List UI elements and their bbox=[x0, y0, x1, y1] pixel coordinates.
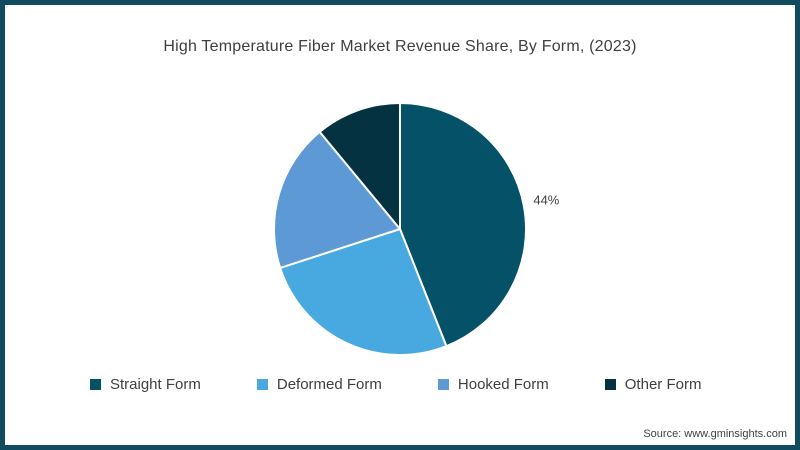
pie-chart-svg: 44% bbox=[273, 102, 560, 356]
legend-swatch-icon bbox=[604, 379, 616, 390]
pie-slice-straight-form bbox=[399, 102, 527, 348]
legend-item-hooked-form: Hooked Form bbox=[437, 376, 549, 393]
legend-label: Hooked Form bbox=[457, 376, 549, 393]
legend: Straight Form Deformed Form Hooked Form … bbox=[90, 376, 701, 393]
chart-frame: High Temperature Fiber Market Revenue Sh… bbox=[5, 5, 795, 445]
pie-slice-data-label: 44% bbox=[533, 193, 559, 208]
legend-swatch-icon bbox=[437, 379, 449, 390]
pie-slice-deformed-form bbox=[279, 228, 448, 356]
legend-label: Other Form bbox=[624, 376, 702, 393]
pie-slice-other-form bbox=[318, 102, 401, 230]
legend-item-deformed-form: Deformed Form bbox=[256, 376, 382, 393]
legend-swatch-icon bbox=[90, 379, 101, 390]
pie-slice-hooked-form bbox=[273, 130, 401, 269]
source-note: Source: www.gminsights.com bbox=[643, 428, 787, 440]
legend-label: Deformed Form bbox=[276, 376, 382, 393]
legend-label: Straight Form bbox=[110, 376, 201, 393]
legend-item-straight-form: Straight Form bbox=[90, 376, 201, 393]
chart-title: High Temperature Fiber Market Revenue Sh… bbox=[163, 38, 637, 55]
legend-item-other-form: Other Form bbox=[604, 376, 702, 393]
legend-swatch-icon bbox=[256, 379, 268, 390]
